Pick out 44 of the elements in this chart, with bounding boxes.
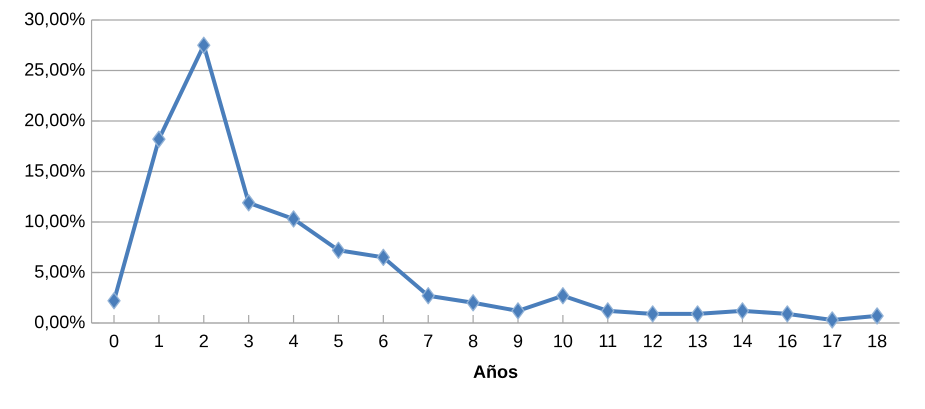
y-tick-label: 5,00% <box>34 265 85 280</box>
point <box>736 302 750 320</box>
point <box>556 287 570 304</box>
x-tick-label: 3 <box>244 334 253 348</box>
point <box>376 248 390 266</box>
x-tick-label: 1 <box>155 334 164 347</box>
y-tick-label: 20,00% <box>25 114 85 128</box>
x-tick-label: 9 <box>514 334 522 348</box>
point <box>870 307 884 325</box>
point <box>646 305 660 323</box>
point <box>242 194 256 212</box>
point <box>780 305 794 323</box>
point <box>332 242 346 259</box>
point <box>826 311 839 329</box>
x-tick-label: 14 <box>734 334 752 347</box>
point <box>466 294 480 312</box>
x-axis-title: Años <box>473 364 518 378</box>
x-tick-label: 16 <box>778 334 797 348</box>
x-tick-label: 8 <box>468 334 478 348</box>
x-tick-label: 11 <box>600 334 616 347</box>
point <box>422 287 435 304</box>
y-tick-label: 10,00% <box>26 214 85 230</box>
x-tick-label: 0 <box>110 334 118 348</box>
point <box>690 305 704 323</box>
x-tick-label: 2 <box>200 334 208 348</box>
y-tick-label: 0,00% <box>34 316 85 330</box>
x-tick-label: 6 <box>379 334 388 348</box>
x-tick-label: 10 <box>554 334 572 348</box>
point <box>601 302 614 320</box>
point <box>152 130 166 148</box>
y-tick-label: 25,00% <box>25 63 85 78</box>
point <box>511 302 525 320</box>
x-tick-label: 7 <box>424 334 432 347</box>
point <box>197 36 210 54</box>
x-tick-label: 18 <box>868 334 886 348</box>
x-tick-label: 17 <box>824 334 842 347</box>
x-tick-label: 4 <box>288 334 298 347</box>
y-tick-label: 15,00% <box>26 164 85 179</box>
x-tick-label: 5 <box>334 334 343 348</box>
point <box>286 210 300 228</box>
y-tick-label: 30,00% <box>24 12 85 28</box>
point <box>107 292 121 310</box>
x-tick-label: 12 <box>644 334 662 348</box>
x-tick-label: 13 <box>688 334 707 348</box>
